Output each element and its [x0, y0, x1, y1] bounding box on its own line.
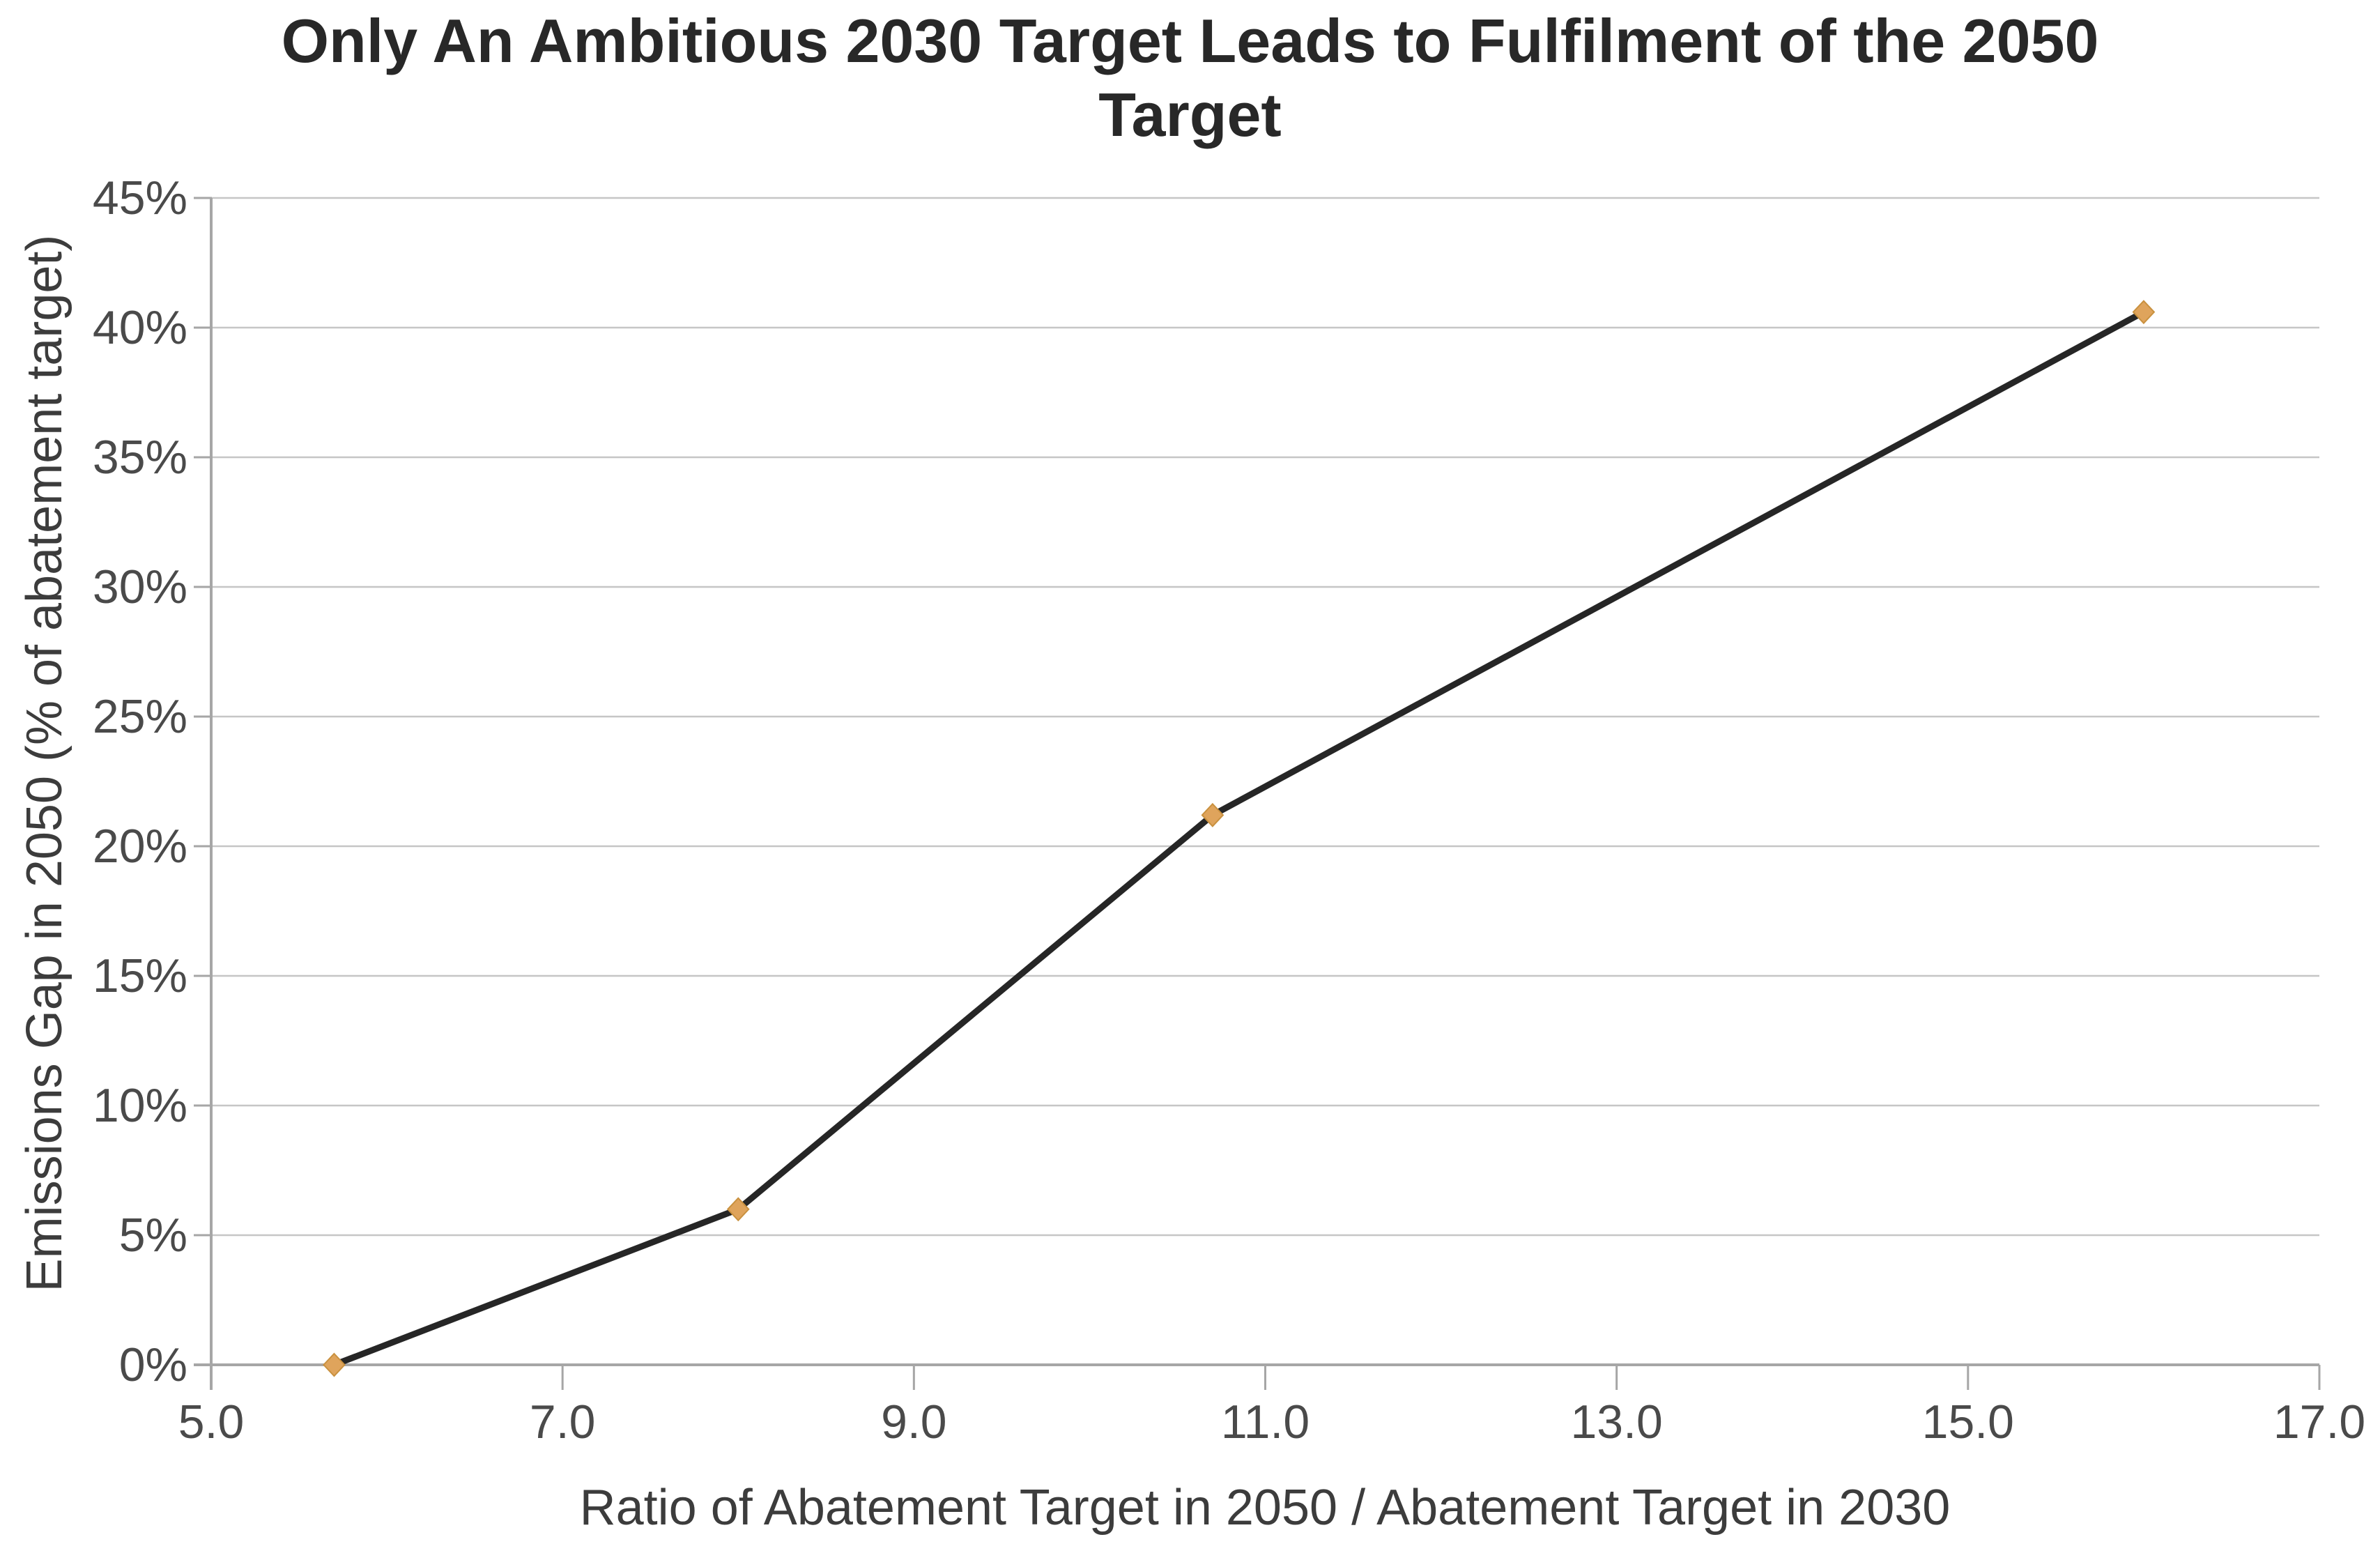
x-tick-label: 15.0: [1922, 1395, 2014, 1448]
y-tick-label: 15%: [93, 949, 187, 1002]
y-tick-label: 25%: [93, 690, 187, 743]
x-tick-label: 5.0: [178, 1395, 245, 1448]
data-point-marker: [1201, 802, 1224, 827]
x-tick-label: 17.0: [2273, 1395, 2365, 1448]
chart-title-line-2: Target: [1098, 79, 1282, 149]
y-tick-label: 30%: [93, 560, 187, 613]
x-tick-label: 13.0: [1570, 1395, 1662, 1448]
y-tick-label: 10%: [93, 1079, 187, 1132]
y-tick-label: 45%: [93, 171, 187, 224]
x-tick-label: 9.0: [881, 1395, 947, 1448]
chart-title-line-1: Only An Ambitious 2030 Target Leads to F…: [281, 6, 2099, 75]
y-axis-title: Emissions Gap in 2050 (% of abatement ta…: [17, 234, 72, 1292]
data-point-marker: [2132, 300, 2156, 325]
y-tick-label: 5%: [119, 1209, 187, 1262]
x-tick-label: 11.0: [1221, 1395, 1310, 1448]
y-tick-label: 0%: [119, 1338, 187, 1391]
y-tick-label: 20%: [93, 820, 187, 873]
x-axis-title: Ratio of Abatement Target in 2050 / Abat…: [579, 1480, 1951, 1536]
chart-title: Only An Ambitious 2030 Target Leads to F…: [0, 4, 2380, 151]
data-line: [330, 309, 2147, 1368]
x-tick-label: 7.0: [530, 1395, 596, 1448]
data-point-marker: [726, 1197, 750, 1222]
data-point-marker: [323, 1352, 346, 1377]
y-tick-label: 35%: [93, 431, 187, 484]
y-tick-label: 40%: [93, 301, 187, 354]
